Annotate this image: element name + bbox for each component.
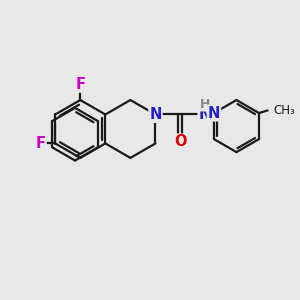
Text: O: O — [174, 134, 186, 149]
Text: F: F — [36, 136, 46, 151]
Text: N: N — [199, 107, 211, 122]
Text: N: N — [149, 107, 162, 122]
Text: N: N — [208, 106, 220, 121]
Text: CH₃: CH₃ — [274, 104, 295, 117]
Text: H: H — [200, 98, 210, 111]
Text: F: F — [75, 77, 85, 92]
